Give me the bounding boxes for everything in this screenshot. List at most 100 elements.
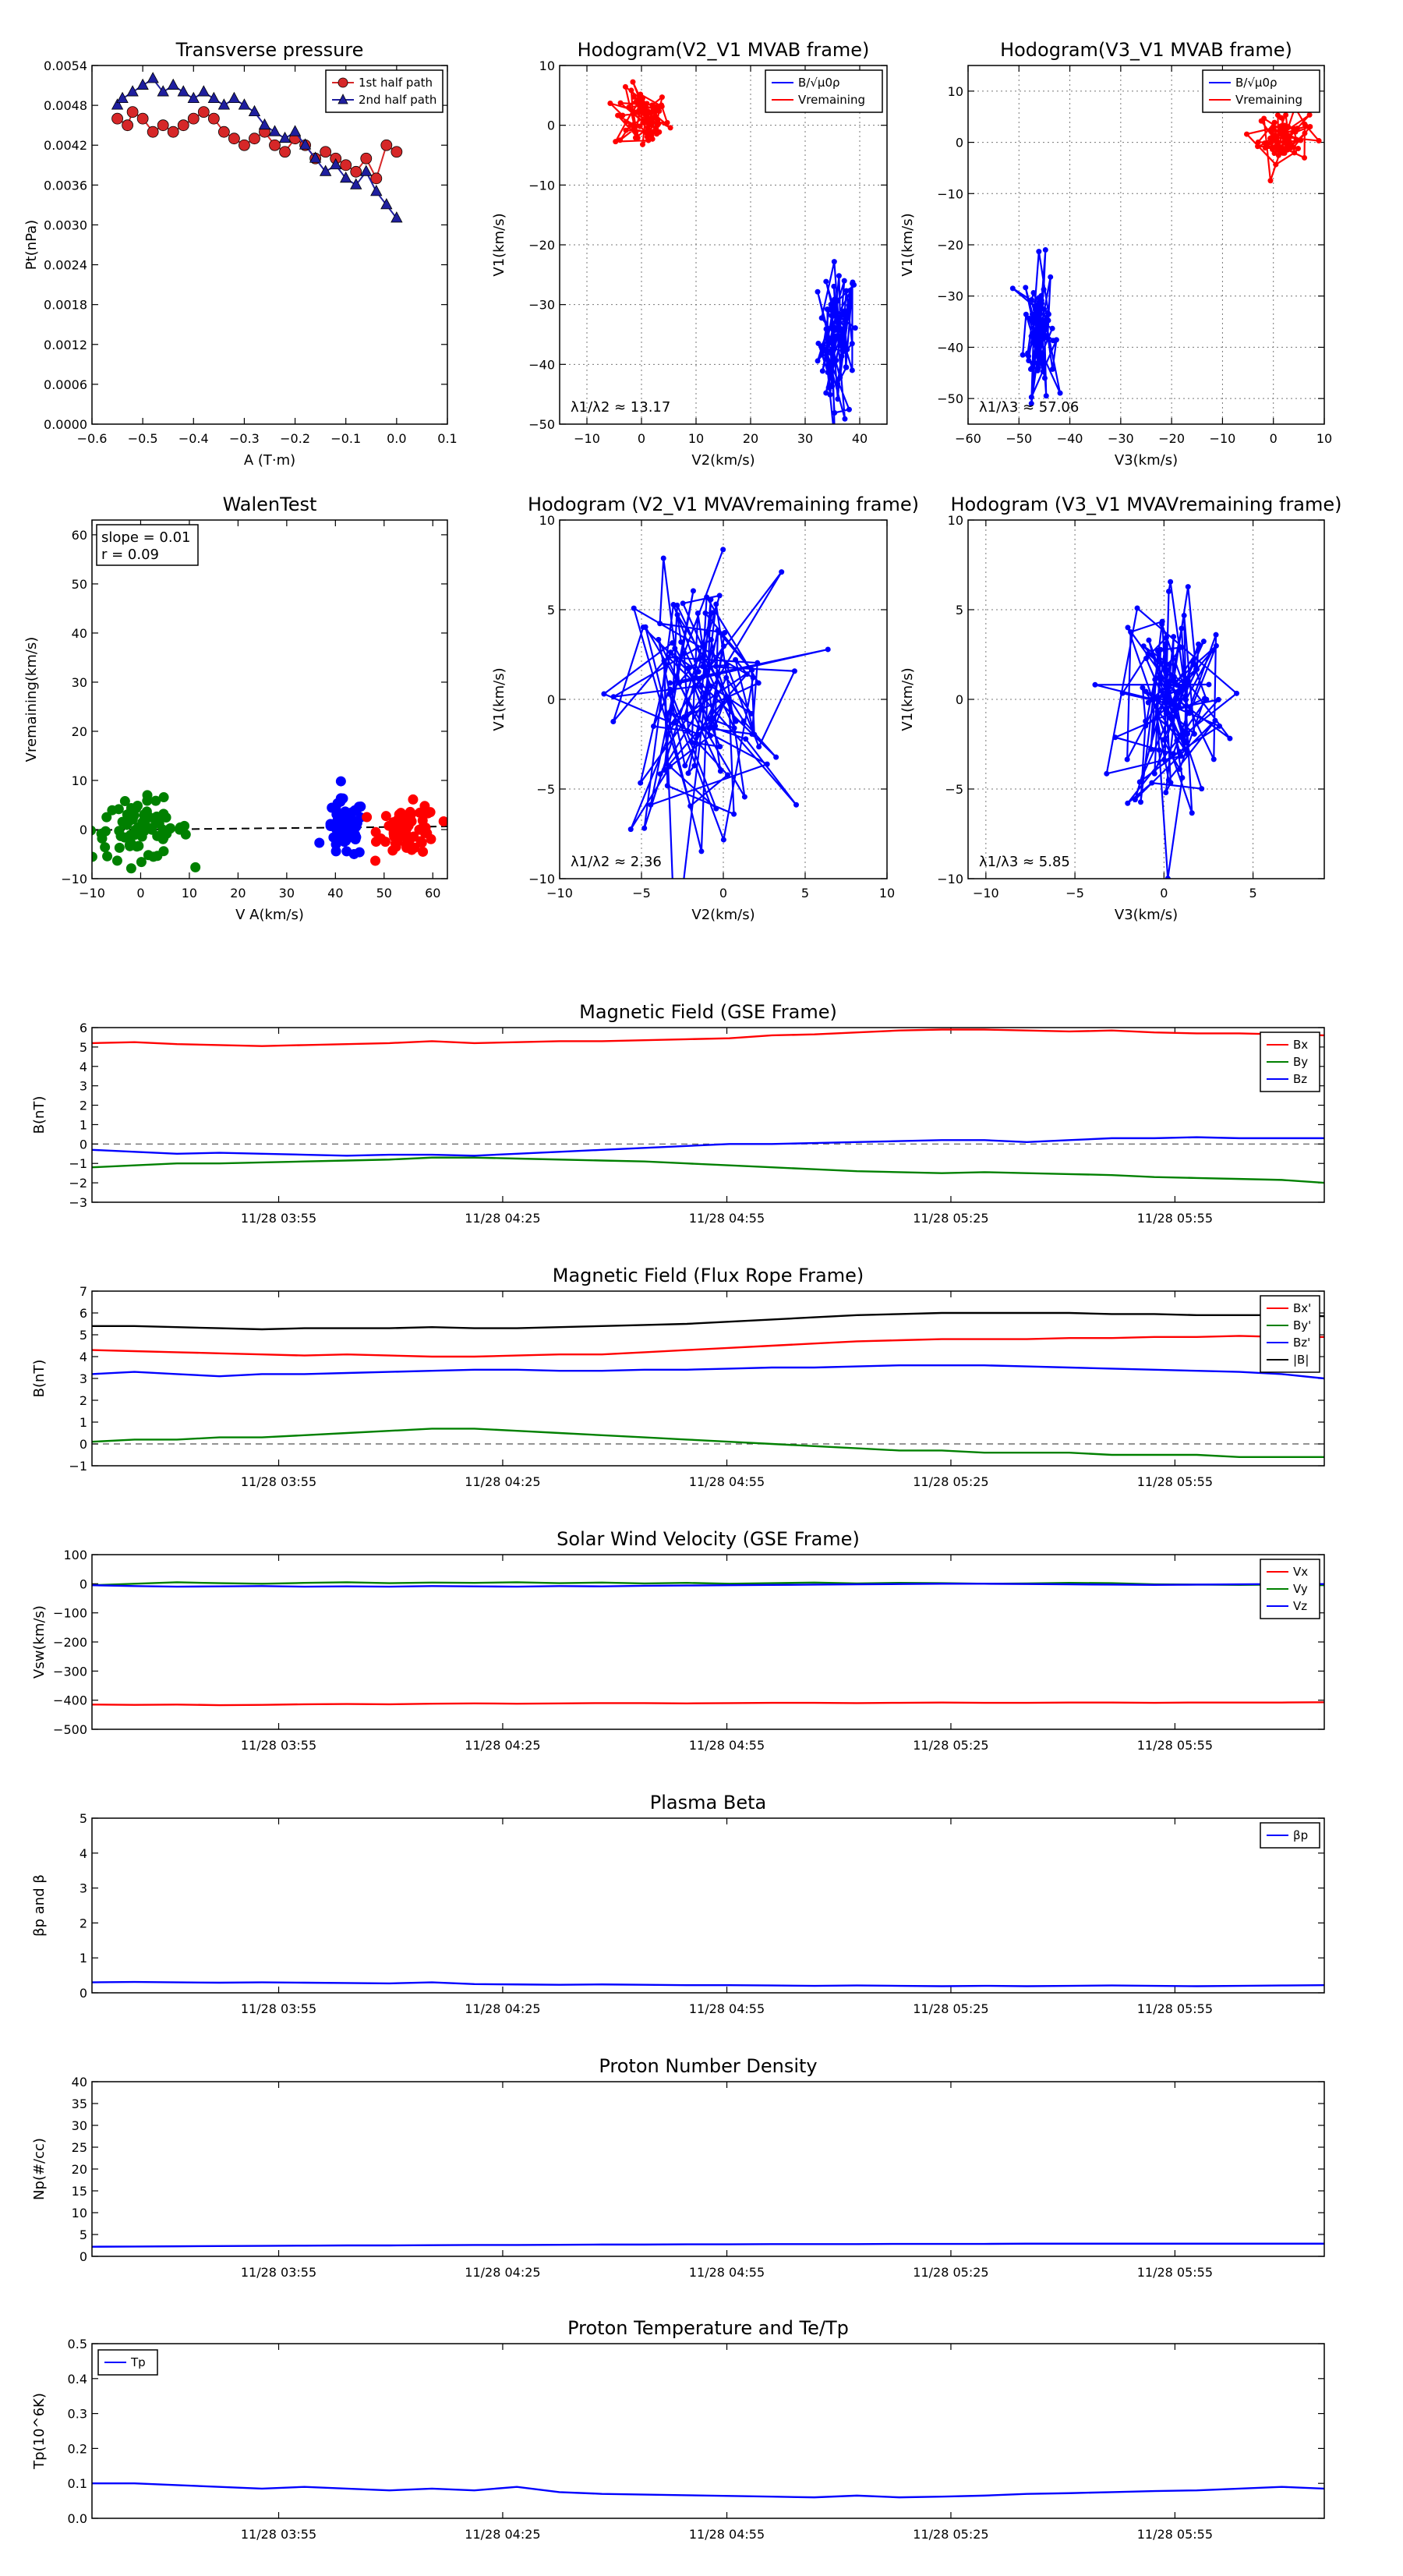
- fit-annotation-box: slope = 0.01r = 0.09: [96, 524, 199, 566]
- series-1-point: [671, 720, 677, 726]
- plot-area: [1009, 104, 1322, 407]
- series-1-point: [158, 846, 169, 857]
- x-tick-label: 50: [376, 886, 392, 901]
- ratio-annotation: λ1/λ2 ≈ 2.36: [571, 854, 662, 870]
- series-1-point: [1184, 751, 1190, 757]
- series-1-point: [657, 771, 663, 777]
- x-axis-label: V2(km/s): [691, 907, 755, 923]
- x-tick-label: 10: [688, 431, 704, 446]
- series-1-point: [1156, 747, 1162, 753]
- x-tick-label: −0.4: [178, 431, 209, 446]
- series-2nd-half-path-point: [187, 91, 200, 103]
- chart-title: Plasma Beta: [650, 1792, 766, 1813]
- series-vremaining-point: [1285, 124, 1292, 130]
- series-b-0--point: [827, 391, 833, 398]
- series-1-point: [1165, 589, 1172, 595]
- series-b-0--point: [1041, 286, 1047, 292]
- y-tick-label: 2: [80, 1099, 87, 1113]
- plot-area: [607, 79, 858, 424]
- series-1-point: [1163, 635, 1169, 641]
- series-2-point: [325, 819, 336, 830]
- y-tick-label: 0.0054: [44, 58, 87, 73]
- series-2nd-half-path-point: [116, 91, 129, 103]
- series-1-point: [1181, 612, 1187, 618]
- series-1-point: [136, 857, 147, 868]
- series-1-point: [698, 682, 705, 688]
- series-b-0--point: [1038, 297, 1044, 303]
- series-3-point: [383, 820, 394, 831]
- series-1-point: [100, 842, 111, 853]
- series-1-point: [1182, 739, 1189, 745]
- series-1-point: [674, 612, 680, 618]
- series-1-point: [1179, 775, 1186, 781]
- plot-area: [601, 547, 831, 879]
- series-1-point: [1234, 690, 1240, 696]
- series-b-0--point: [1045, 311, 1051, 317]
- series-b-0--point: [1023, 311, 1029, 317]
- series-1-point: [1155, 698, 1161, 704]
- plot-frame: [559, 65, 888, 425]
- series-vremaining-point: [1292, 150, 1298, 156]
- series-1-point: [1128, 629, 1134, 635]
- series-1-point: [702, 690, 709, 696]
- y-tick-label: −10: [937, 872, 963, 886]
- y-tick-label: 0: [80, 823, 87, 837]
- series-1-point: [610, 719, 617, 725]
- series-1-point: [119, 832, 130, 843]
- y-tick-label: 0.4: [68, 2372, 87, 2387]
- series-b-0--point: [1041, 334, 1048, 341]
- series-b-0--point: [1040, 368, 1046, 374]
- legend-label: B/√μ0ρ: [1235, 76, 1278, 90]
- series-1-point: [1136, 779, 1143, 785]
- series-1-point: [717, 768, 723, 774]
- chart-title: Magnetic Field (GSE Frame): [579, 1001, 837, 1023]
- x-tick-label: −10: [79, 886, 105, 901]
- chart-title: WalenTest: [223, 494, 317, 515]
- y-tick-label: −40: [528, 357, 555, 372]
- y-tick-label: 0.0030: [44, 218, 87, 232]
- x-tick-label: 20: [743, 431, 758, 446]
- series-1st-half-path-point: [197, 106, 210, 119]
- series-b-0--point: [1035, 342, 1041, 349]
- series-b-0--point: [823, 390, 829, 396]
- series-b-0--point: [829, 313, 835, 319]
- x-tick-label: 11/28 05:25: [913, 1211, 988, 1226]
- series-vremaining-point: [622, 83, 628, 90]
- y-tick-label: −20: [937, 238, 963, 253]
- series-1-point: [125, 840, 136, 851]
- series-vremaining-point: [664, 119, 670, 126]
- y-tick-label: −200: [53, 1635, 87, 1650]
- series-1-point: [1210, 756, 1217, 763]
- series-vremaining-point: [1306, 111, 1313, 118]
- series-b-0--point: [1036, 249, 1042, 255]
- series-1-point: [133, 840, 144, 851]
- series-1st-half-path-point: [340, 159, 352, 172]
- series-1st-half-path-point: [350, 165, 362, 178]
- series-1-point: [1182, 681, 1188, 688]
- series-vremaining-point: [1307, 124, 1313, 130]
- series-b-0--point: [1037, 303, 1044, 310]
- series-1-point: [700, 663, 706, 670]
- x-tick-label: −10: [1210, 431, 1236, 446]
- series-1-point: [180, 829, 191, 840]
- series-1-point: [119, 796, 130, 807]
- series--b--line: [92, 1311, 1324, 1331]
- x-tick-label: 0: [1270, 431, 1278, 446]
- series-1-point: [179, 820, 190, 831]
- series-vremaining-point: [639, 95, 645, 101]
- y-tick-label: 2: [80, 1393, 87, 1408]
- series-2-point: [332, 798, 343, 809]
- series-1-point: [1176, 748, 1182, 755]
- x-tick-label: 5: [1249, 886, 1257, 901]
- x-tick-label: 11/28 05:25: [913, 2265, 988, 2280]
- series-vremaining-point: [1273, 161, 1279, 168]
- x-axis-label: A (T·m): [244, 452, 295, 469]
- x-tick-label: 11/28 04:55: [689, 1474, 765, 1489]
- plot-frame: [967, 519, 1325, 879]
- y-tick-label: −5: [536, 782, 555, 797]
- series-b-0--point: [1042, 246, 1048, 253]
- series-2nd-half-path-point: [340, 171, 352, 183]
- series-1-point: [1149, 780, 1155, 786]
- series-2-point: [348, 830, 359, 840]
- series-1st-half-path-point: [126, 106, 139, 119]
